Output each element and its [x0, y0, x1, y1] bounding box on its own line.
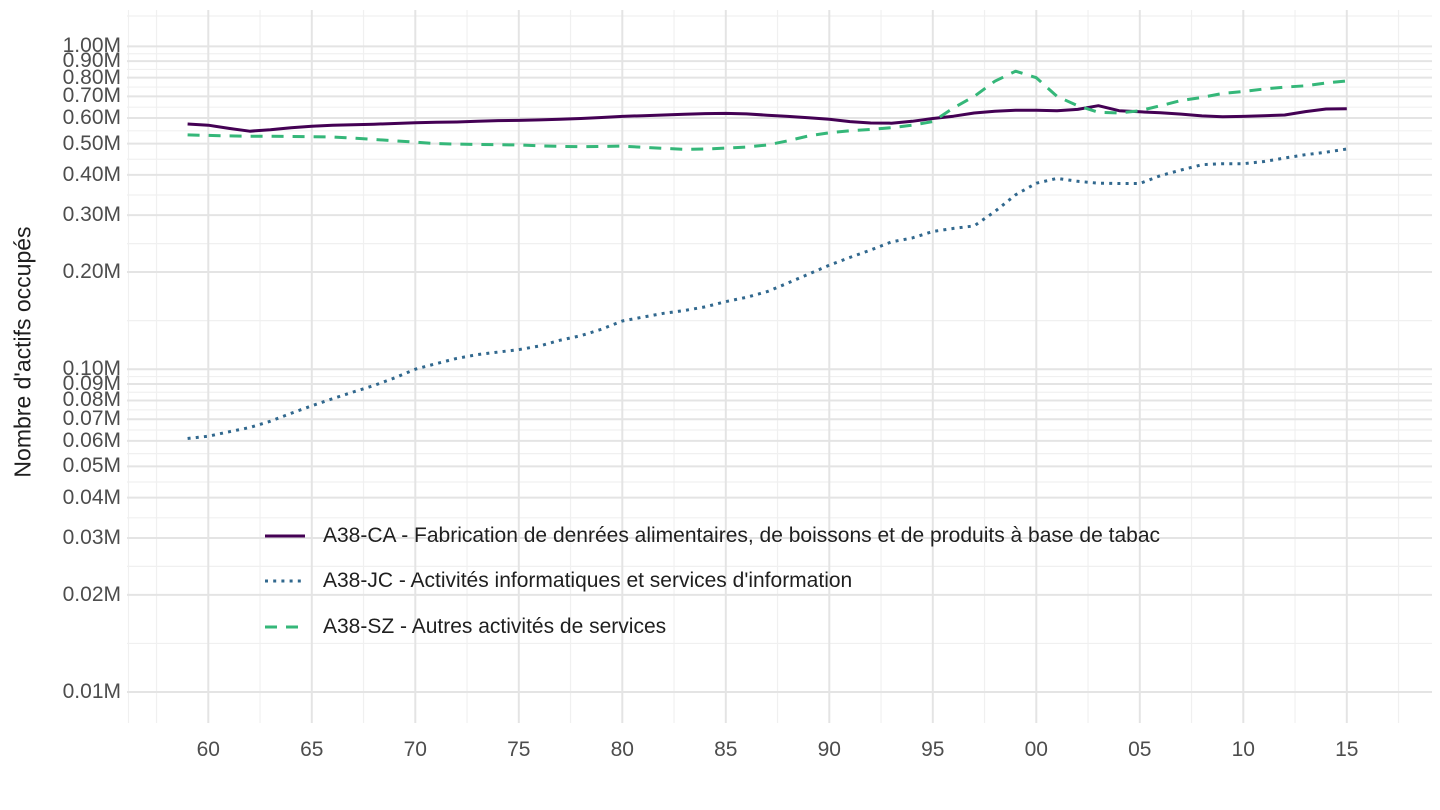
y-tick-label: 0.08M: [62, 388, 121, 412]
y-tick-label: 0.70M: [62, 84, 121, 108]
x-tick-label: 05: [1128, 738, 1152, 761]
legend-label: A38-SZ - Autres activités de services: [323, 614, 667, 638]
y-tick-label: 0.04M: [62, 485, 121, 509]
series-line-a38-jc: [187, 147, 1348, 440]
x-tick-label: 90: [817, 738, 841, 761]
y-tick-label: 0.20M: [62, 260, 121, 284]
y-tick-label: 0.80M: [62, 65, 121, 89]
grid-minor-lines: [127, 10, 1432, 723]
y-tick-label: 0.05M: [62, 454, 121, 478]
y-tick-label: 1.00M: [62, 34, 121, 58]
x-tick-label: 00: [1024, 738, 1048, 761]
x-tick-label: 85: [714, 738, 738, 761]
legend-label: A38-JC - Activités informatiques et serv…: [323, 568, 853, 592]
legend-key-dashed-line-icon: [265, 625, 305, 628]
series-lines: [187, 69, 1348, 440]
legend-label: A38-CA - Fabrication de denrées alimenta…: [323, 523, 1160, 547]
y-tick-label: 0.90M: [62, 49, 121, 73]
y-tick-label: 0.09M: [62, 371, 121, 395]
y-tick-label: 0.40M: [62, 162, 121, 186]
x-tick-label: 80: [610, 738, 634, 761]
legend-item-a38-jc: A38-JC - Activités informatiques et serv…: [265, 566, 852, 596]
x-tick-label: 95: [921, 738, 945, 761]
x-tick-label: 15: [1335, 738, 1359, 761]
series-line-a38-sz: [187, 69, 1347, 151]
y-tick-label: 0.02M: [62, 582, 121, 606]
x-tick-label: 10: [1231, 738, 1255, 761]
legend-key-dotted-line-icon: [265, 579, 305, 582]
y-tick-label: 0.60M: [62, 106, 121, 129]
x-tick-label: 70: [403, 738, 427, 761]
y-tick-label: 0.06M: [62, 428, 121, 452]
y-tick-label: 0.03M: [62, 525, 121, 549]
y-tick-label: 0.50M: [62, 131, 121, 155]
x-tick-label: 65: [300, 738, 324, 761]
legend-item-a38-sz: A38-SZ - Autres activités de services: [265, 612, 666, 642]
y-tick-label: 0.10M: [62, 357, 121, 381]
y-tick-label: 0.30M: [62, 203, 121, 227]
y-tick-label: 0.07M: [62, 407, 121, 431]
x-tick-label: 75: [507, 738, 531, 761]
y-tick-label: 0.01M: [62, 680, 121, 703]
x-tick-label: 60: [196, 738, 220, 761]
legend-item-a38-ca: A38-CA - Fabrication de denrées alimenta…: [265, 521, 1160, 551]
series-line-a38-ca: [187, 104, 1347, 133]
grid-major-lines: [127, 10, 1432, 723]
legend-key-solid-line-icon: [265, 534, 305, 537]
